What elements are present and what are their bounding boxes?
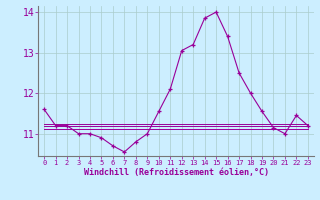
- X-axis label: Windchill (Refroidissement éolien,°C): Windchill (Refroidissement éolien,°C): [84, 168, 268, 177]
